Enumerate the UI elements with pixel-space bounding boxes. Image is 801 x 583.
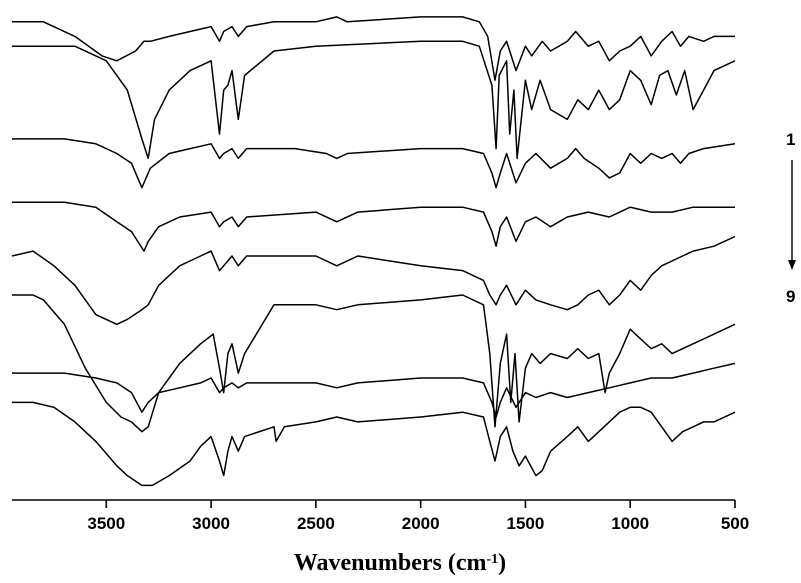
x-ticks: 3500 3000 2500 2000 1500 1000 500 bbox=[87, 500, 749, 533]
spectrum-line-4 bbox=[12, 201, 735, 252]
spectrum-line-1 bbox=[12, 16, 735, 82]
x-tick-label-3500: 3500 bbox=[87, 514, 125, 533]
spectra-group bbox=[11, 16, 736, 487]
x-tick-label-2000: 2000 bbox=[402, 514, 440, 533]
series-order-arrow-head bbox=[788, 260, 796, 270]
x-tick-label-500: 500 bbox=[721, 514, 749, 533]
spectrum-line-8 bbox=[12, 401, 736, 487]
x-tick-label-1000: 1000 bbox=[611, 514, 649, 533]
x-tick-label-1500: 1500 bbox=[507, 514, 545, 533]
spectrum-line-6 bbox=[12, 294, 736, 433]
x-tick-label-2500: 2500 bbox=[297, 514, 335, 533]
x-tick-label-3000: 3000 bbox=[192, 514, 230, 533]
spectrum-line-5 bbox=[11, 235, 736, 326]
series-start-label: 1 bbox=[786, 130, 795, 149]
series-end-label: 9 bbox=[786, 287, 795, 306]
spectrum-line-3 bbox=[12, 138, 736, 189]
spectrum-line-7 bbox=[12, 362, 736, 418]
spectrum-line-2 bbox=[12, 40, 736, 160]
x-axis-label: Wavenumbers (cm-1) bbox=[294, 550, 506, 576]
